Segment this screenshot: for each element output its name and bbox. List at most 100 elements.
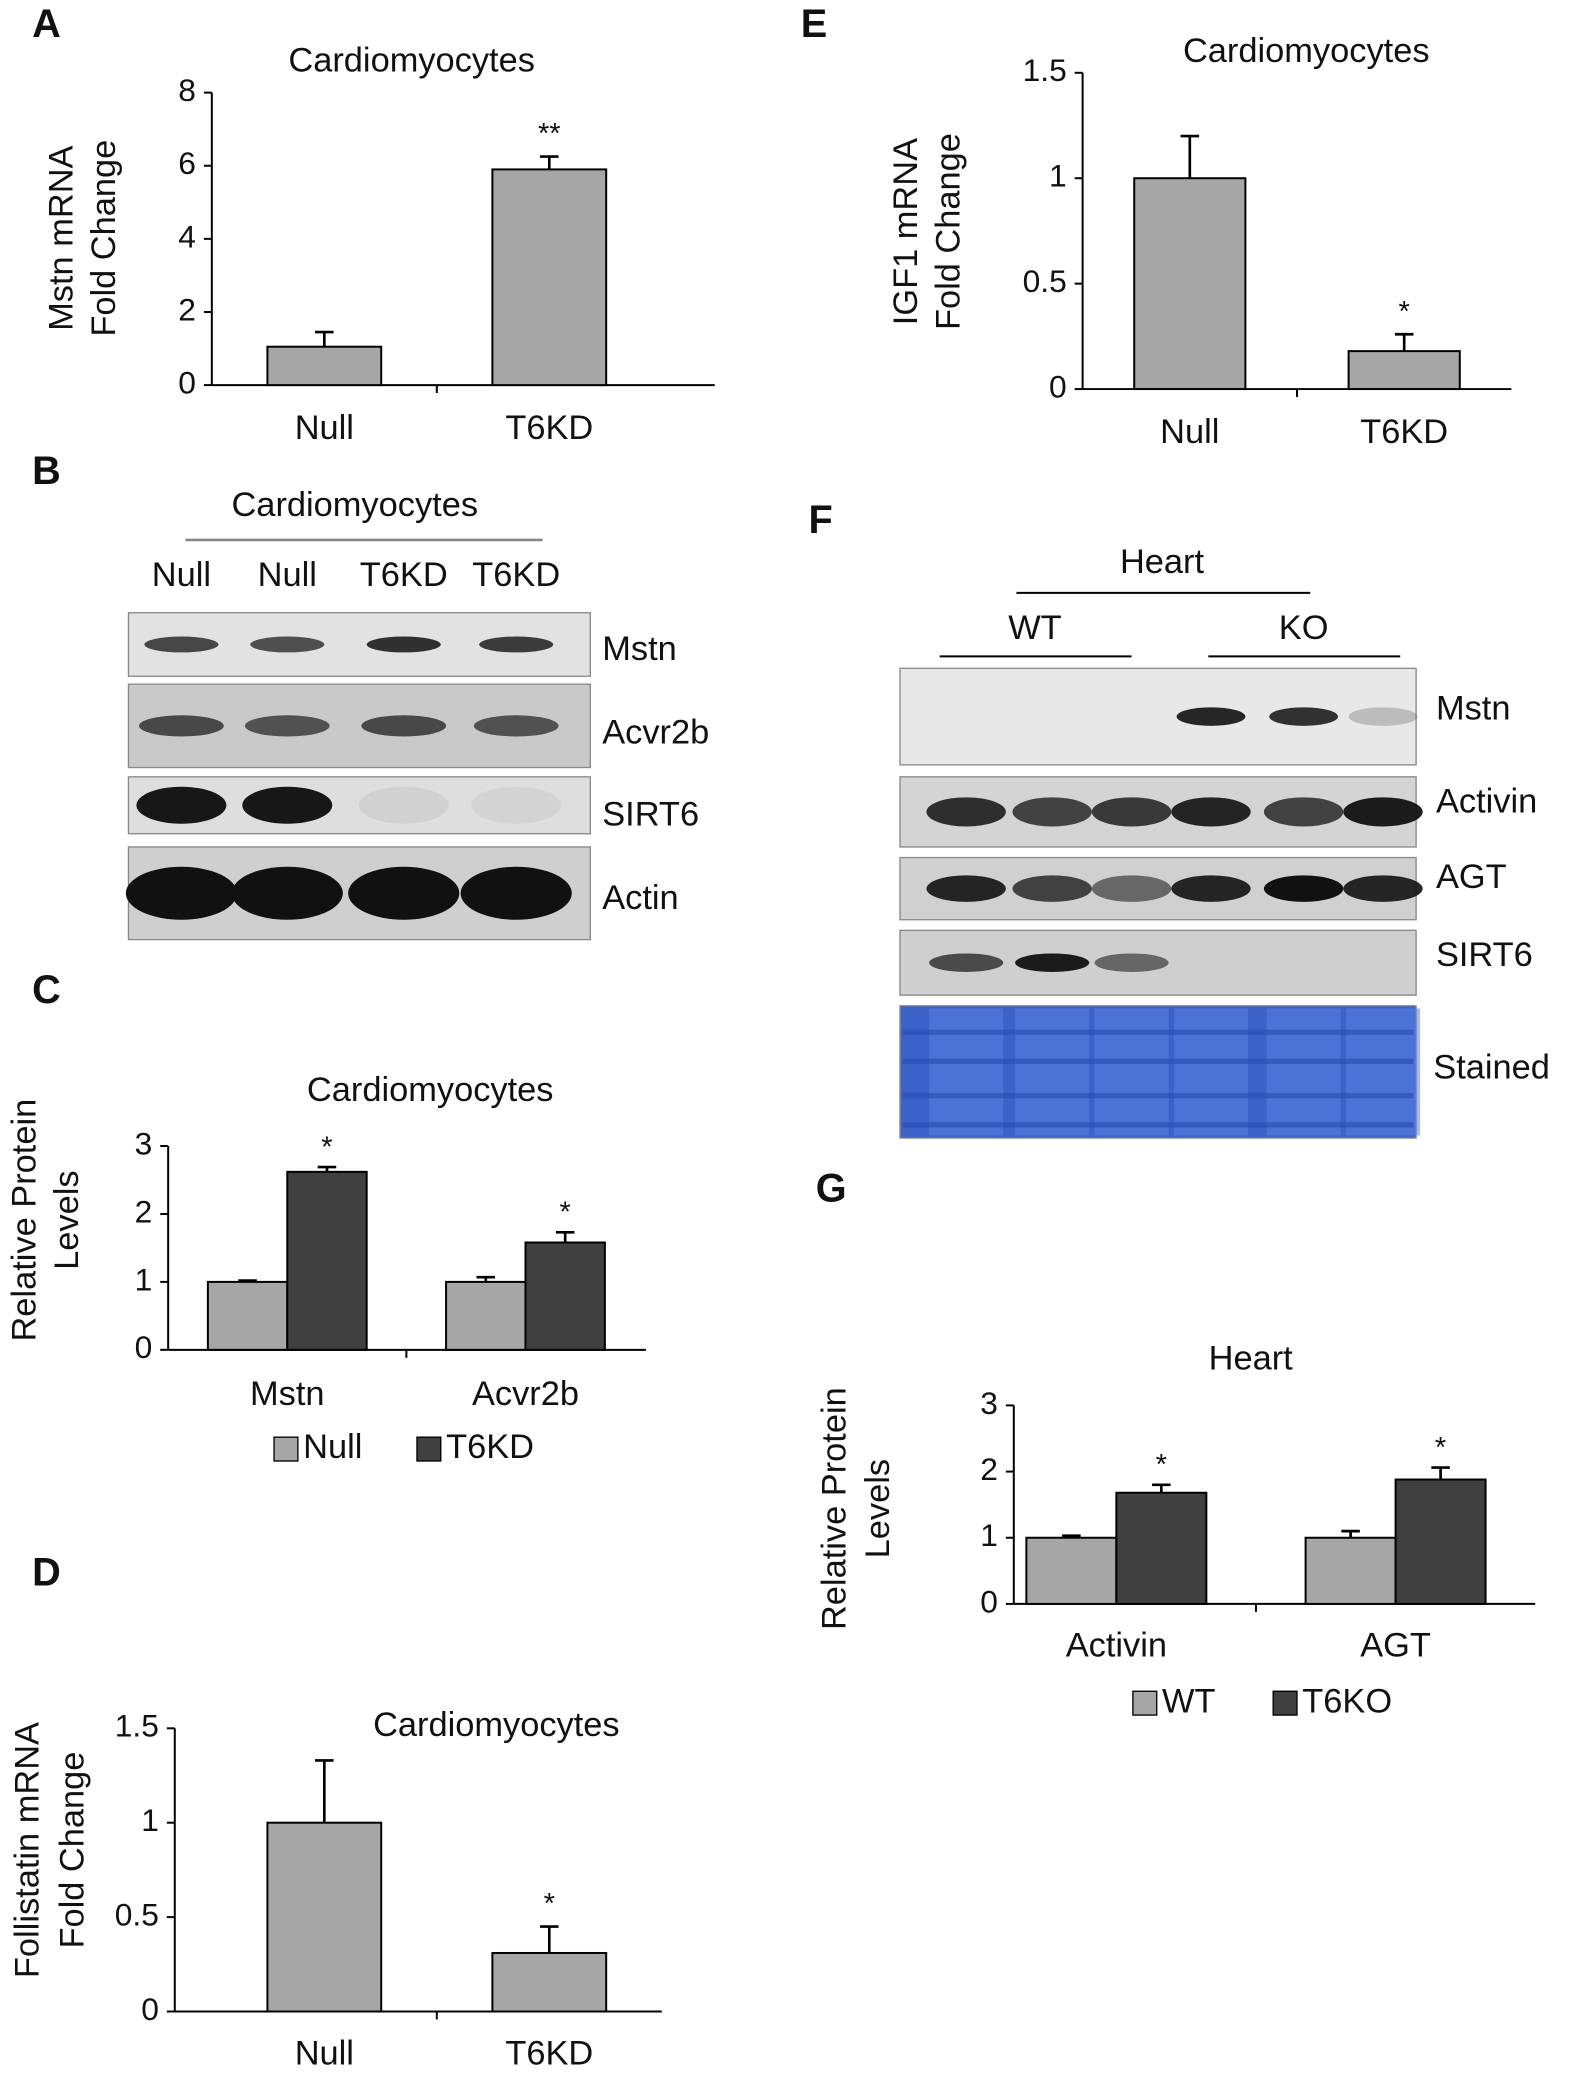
x-tick-label: Null [295, 2034, 354, 2072]
panel-label: E [801, 2, 827, 46]
blot-strip [899, 667, 1417, 766]
bar [1133, 177, 1247, 391]
blot-band [471, 786, 562, 824]
y-axis-label: Fold Change [929, 133, 967, 330]
chart-title: Cardiomyocytes [307, 1071, 554, 1109]
gel-band [902, 1029, 1414, 1035]
y-tick-label: 1 [980, 1517, 998, 1553]
legend-label: T6KD [446, 1428, 534, 1466]
y-tick-label: 1.5 [115, 1708, 159, 1744]
x-tick-label: Mstn [250, 1375, 325, 1413]
legend-swatch [416, 1436, 442, 1462]
y-tick-label: 6 [178, 145, 196, 181]
blot-band [1012, 875, 1092, 902]
error-bar [238, 1279, 257, 1282]
significance: * [1399, 296, 1410, 328]
bar [1304, 1536, 1397, 1605]
y-tick-label: 2 [980, 1451, 998, 1487]
y-axis-label: IGF1 mRNA [887, 138, 925, 325]
y-tick-label: 0.5 [115, 1896, 159, 1932]
y-tick-label: 0 [980, 1583, 998, 1619]
y-tick-label: 1.5 [1023, 52, 1067, 88]
x-tick-label: Null [295, 409, 354, 447]
blot-band [125, 866, 237, 920]
row-label: SIRT6 [1436, 936, 1533, 974]
row-label: Activin [1436, 782, 1537, 820]
blot-band [1094, 953, 1169, 973]
y-tick-label: 1 [1049, 158, 1067, 194]
row-label: Stained [1433, 1048, 1550, 1086]
error-bar [1341, 1529, 1360, 1538]
bar [491, 1951, 608, 2013]
y-axis-label: Fold Change [53, 1752, 91, 1949]
group-label: WT [1008, 609, 1061, 647]
error-bar [1180, 134, 1200, 179]
y-axis-label: Relative Protein [6, 1099, 44, 1342]
blot-band [1263, 797, 1344, 827]
y-axis-label: Levels [48, 1170, 86, 1269]
bar [1347, 350, 1461, 391]
bar [206, 1280, 289, 1351]
blot-band [358, 786, 449, 824]
legend-label: WT [1162, 1682, 1215, 1720]
blot-band [250, 636, 325, 653]
gel-band [902, 1122, 1414, 1128]
x-tick-label: T6KD [1360, 413, 1448, 451]
lane-label: Null [258, 556, 317, 594]
row-label: SIRT6 [602, 796, 699, 834]
lane-label: T6KD [472, 556, 560, 594]
legend-swatch [1132, 1690, 1158, 1716]
y-tick-label: 8 [178, 72, 196, 108]
blot-band [479, 636, 554, 653]
chart-title: Cardiomyocytes [288, 41, 535, 79]
chart-title: Cardiomyocytes [1183, 32, 1430, 70]
blot-band [361, 715, 447, 737]
bar [1115, 1491, 1208, 1605]
chart-title: Cardiomyocytes [373, 1706, 620, 1744]
bar [445, 1280, 527, 1351]
blot-band [139, 715, 224, 737]
y-axis-label: Relative Protein [816, 1387, 854, 1630]
x-tick-label: Acvr2b [472, 1375, 579, 1413]
significance: * [560, 1196, 571, 1228]
y-tick-label: 3 [980, 1385, 998, 1421]
error-bar [476, 1275, 496, 1282]
y-axis-label: Mstn mRNA [43, 145, 81, 330]
blot-band [926, 797, 1006, 827]
group-label: KO [1279, 609, 1329, 647]
x-tick-label: T6KD [505, 409, 593, 447]
gel-lane [1015, 1008, 1090, 1136]
blot-band [244, 715, 330, 737]
gel-lane [1173, 1008, 1249, 1136]
significance: * [1156, 1449, 1167, 1481]
y-axis-label: Fold Change [85, 140, 123, 337]
blot-band [929, 953, 1004, 973]
gel-band [902, 1093, 1414, 1099]
error-bar [1062, 1534, 1081, 1538]
panel-label: G [816, 1167, 847, 1211]
error-bar [1394, 332, 1414, 352]
blot-band [926, 875, 1006, 902]
blot-title: Heart [1120, 543, 1205, 581]
blot-band [1176, 707, 1246, 726]
blot-band [1348, 707, 1418, 726]
blot-band [136, 786, 227, 824]
blot-band [242, 786, 333, 824]
row-label: Mstn [602, 630, 677, 668]
gel-lane [1094, 1008, 1169, 1136]
legend-swatch [273, 1436, 299, 1462]
blot-band [473, 715, 559, 737]
significance: * [544, 1888, 555, 1920]
gel-lane [1266, 1008, 1341, 1136]
blot-band [1263, 875, 1344, 902]
blot-band [1091, 797, 1172, 827]
error-bar [540, 1925, 559, 1953]
blot-band [1015, 953, 1090, 973]
error-bar [1152, 1483, 1171, 1493]
blot-band [1012, 797, 1092, 827]
blot-band [1171, 875, 1251, 902]
blot-band [460, 866, 572, 920]
y-tick-label: 1 [141, 1802, 159, 1838]
error-bar [315, 330, 334, 347]
